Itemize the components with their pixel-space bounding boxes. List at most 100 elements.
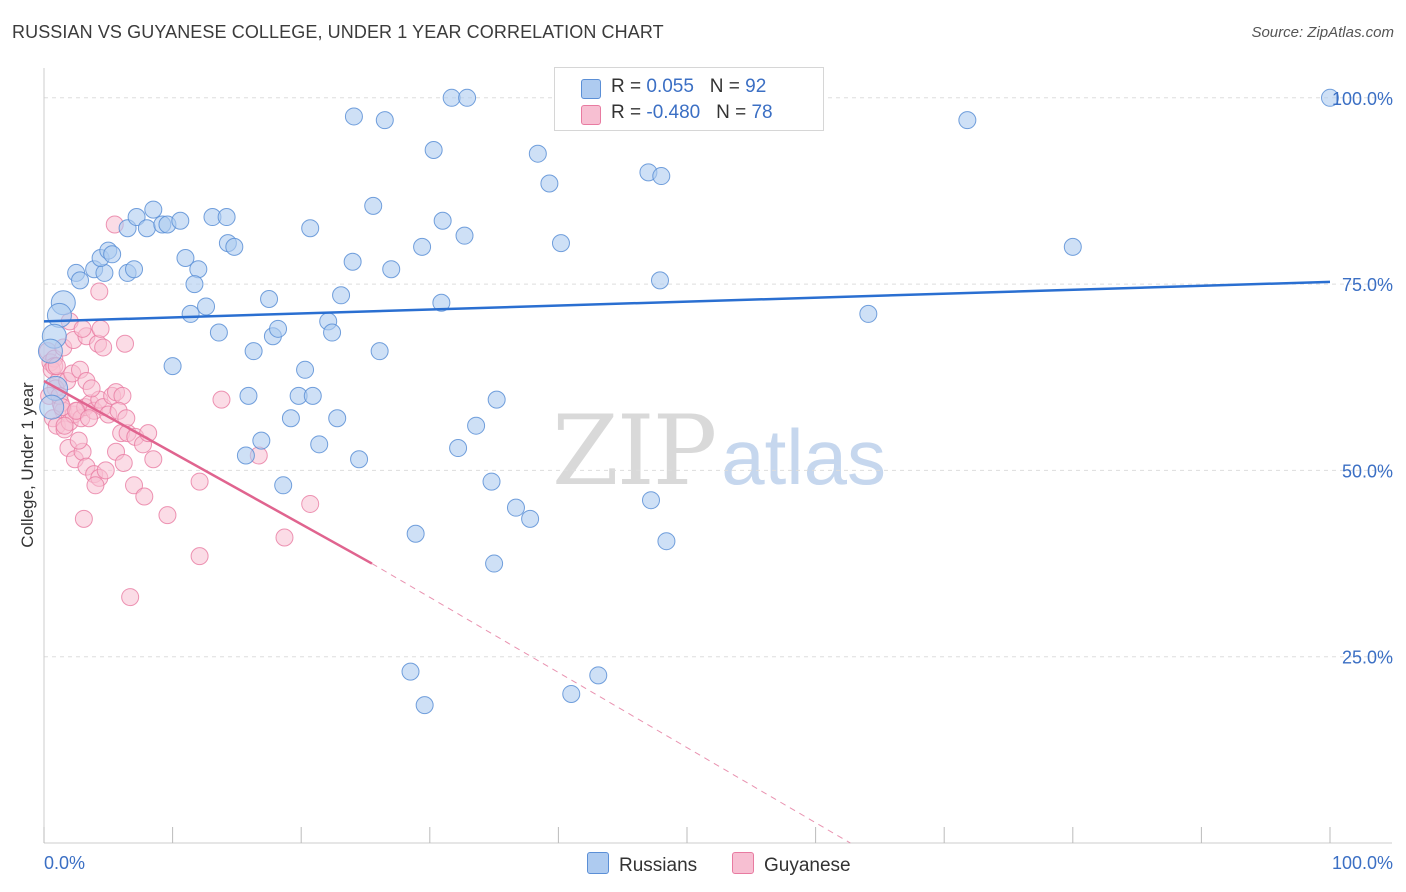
russians-point xyxy=(562,684,581,703)
russians-point xyxy=(406,524,425,543)
russians-point xyxy=(71,271,90,290)
russians-point xyxy=(344,107,363,126)
grid-lines xyxy=(44,97,1392,658)
russians-point xyxy=(482,472,501,491)
guyanese-point xyxy=(114,453,133,472)
guyanese-point xyxy=(301,494,320,513)
guyanese-point xyxy=(69,431,88,450)
russians-point xyxy=(343,252,362,271)
guyanese-point xyxy=(212,390,231,409)
guyanese-point xyxy=(135,487,154,506)
y-tick-label-50: 50.0% xyxy=(1342,461,1393,481)
guyanese-r-label: R = xyxy=(611,102,647,123)
guyanese-point xyxy=(158,506,177,525)
x-tick-label-100: 100.0% xyxy=(1332,853,1393,873)
trend-lines xyxy=(43,280,1331,844)
russians-point xyxy=(589,666,608,685)
russians-point xyxy=(551,234,570,253)
guyanese-point xyxy=(190,547,209,566)
guyanese-point xyxy=(82,379,101,398)
russians-point xyxy=(1321,88,1339,107)
guyanese-point xyxy=(125,476,144,495)
guyanese-point xyxy=(90,282,109,301)
russians-point xyxy=(859,304,878,323)
russians-point xyxy=(176,249,195,268)
russians-r-value: 0.055 xyxy=(646,76,694,97)
russians-stats: R = 0.055 N = 92 xyxy=(611,76,766,98)
russians-point xyxy=(424,140,443,159)
russians-point xyxy=(181,304,200,323)
russians-point xyxy=(652,167,671,186)
russians-point xyxy=(236,446,255,465)
russians-point xyxy=(185,275,204,294)
russians-point xyxy=(332,286,351,305)
russians-point xyxy=(467,416,486,435)
axes xyxy=(43,68,1392,844)
russians-point xyxy=(310,435,329,454)
guyanese-stats: R = -0.480 N = 78 xyxy=(611,102,773,124)
russians-point xyxy=(252,431,271,450)
russians-point xyxy=(657,532,676,551)
bottom-legend-russians: Russians xyxy=(587,852,697,877)
guyanese-legend-label: Guyanese xyxy=(764,855,851,876)
russians-point xyxy=(487,390,506,409)
russians-point xyxy=(323,323,342,342)
russians-point xyxy=(415,696,434,715)
russians-r-label: R = xyxy=(611,76,647,97)
russians-point xyxy=(274,476,293,495)
russians-point xyxy=(375,111,394,130)
russians-point xyxy=(269,319,288,338)
x-tick-label-0: 0.0% xyxy=(44,853,85,873)
russians-point xyxy=(650,271,669,290)
guyanese-point xyxy=(91,319,110,338)
y-tick-label-75: 75.0% xyxy=(1342,275,1393,295)
watermark: ZIPatlas xyxy=(552,395,886,507)
guyanese-n-value: 78 xyxy=(751,102,773,123)
russians-point xyxy=(209,323,228,342)
russians-point xyxy=(432,293,451,312)
guyanese-trend-extension xyxy=(371,563,851,844)
y-axis-label: College, Under 1 year xyxy=(18,382,37,548)
chart-title: RUSSIAN VS GUYANESE COLLEGE, UNDER 1 YEA… xyxy=(12,22,664,42)
russians-point xyxy=(641,491,660,510)
russians-point xyxy=(244,342,263,361)
russians-point xyxy=(958,111,977,130)
russians-point xyxy=(125,260,144,279)
russians-point xyxy=(281,409,300,428)
russians-point xyxy=(455,226,474,245)
russians-point xyxy=(401,662,420,681)
russians-point xyxy=(189,260,208,279)
russians-point xyxy=(506,498,525,517)
guyanese-point xyxy=(86,476,105,495)
y-tick-label-100: 100.0% xyxy=(1332,89,1393,109)
russians-point xyxy=(303,386,322,405)
russians-point xyxy=(127,208,146,227)
russians-point xyxy=(485,554,504,573)
guyanese-swatch xyxy=(581,105,601,125)
guyanese-r-value: -0.480 xyxy=(646,102,701,123)
guyanese-point xyxy=(116,334,135,353)
russians-point xyxy=(301,219,320,238)
russians-point xyxy=(144,200,163,219)
guyanese-point xyxy=(80,409,99,428)
source-label: Source: ZipAtlas.com xyxy=(1251,24,1394,41)
russians-point xyxy=(540,174,559,193)
russians-point xyxy=(413,237,432,256)
russians-point xyxy=(370,342,389,361)
guyanese-point xyxy=(144,450,163,469)
russians-n-label: N = xyxy=(709,76,746,97)
russians-point xyxy=(433,211,452,230)
guyanese-n-label: N = xyxy=(716,102,752,123)
guyanese-point xyxy=(94,338,113,357)
russians-point xyxy=(364,196,383,215)
russians-swatch xyxy=(581,79,601,99)
russians-point xyxy=(328,409,347,428)
russians-point xyxy=(103,245,122,264)
guyanese-points xyxy=(38,215,320,607)
russians-point xyxy=(163,357,182,376)
russians-point xyxy=(197,297,216,316)
russians-point xyxy=(39,394,65,420)
guyanese-point xyxy=(190,472,209,491)
russians-point xyxy=(260,290,279,309)
